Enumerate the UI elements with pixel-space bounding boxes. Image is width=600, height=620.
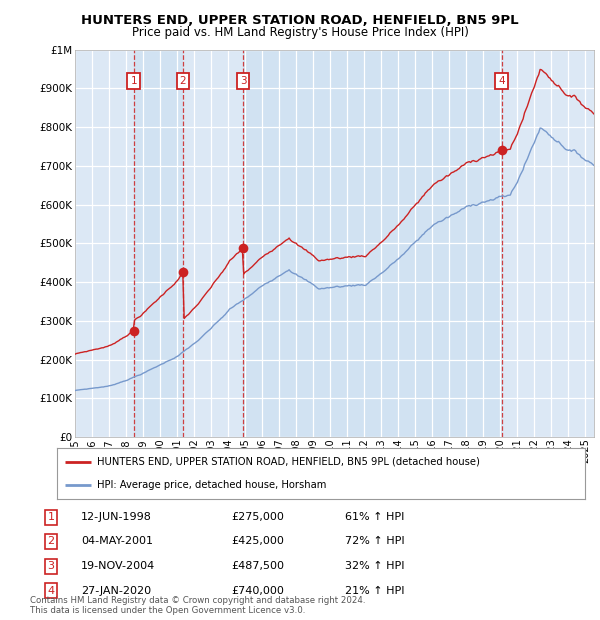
Text: 4: 4 xyxy=(498,76,505,86)
Text: 72% ↑ HPI: 72% ↑ HPI xyxy=(345,536,404,546)
Text: Price paid vs. HM Land Registry's House Price Index (HPI): Price paid vs. HM Land Registry's House … xyxy=(131,26,469,39)
Text: 19-NOV-2004: 19-NOV-2004 xyxy=(81,561,155,571)
Bar xyxy=(134,50,183,437)
Text: 3: 3 xyxy=(47,561,55,571)
Text: Contains HM Land Registry data © Crown copyright and database right 2024.: Contains HM Land Registry data © Crown c… xyxy=(30,596,365,605)
Text: 1: 1 xyxy=(130,76,137,86)
Text: 1: 1 xyxy=(47,512,55,522)
Text: HPI: Average price, detached house, Horsham: HPI: Average price, detached house, Hors… xyxy=(97,480,326,490)
Text: HUNTERS END, UPPER STATION ROAD, HENFIELD, BN5 9PL (detached house): HUNTERS END, UPPER STATION ROAD, HENFIEL… xyxy=(97,457,479,467)
Text: 2: 2 xyxy=(179,76,186,86)
Text: 61% ↑ HPI: 61% ↑ HPI xyxy=(345,512,404,522)
Text: £487,500: £487,500 xyxy=(231,561,284,571)
Text: This data is licensed under the Open Government Licence v3.0.: This data is licensed under the Open Gov… xyxy=(30,606,305,615)
Text: 4: 4 xyxy=(47,586,55,596)
Text: 12-JUN-1998: 12-JUN-1998 xyxy=(81,512,152,522)
Text: £740,000: £740,000 xyxy=(231,586,284,596)
Text: 04-MAY-2001: 04-MAY-2001 xyxy=(81,536,153,546)
Text: 2: 2 xyxy=(47,536,55,546)
Bar xyxy=(243,50,502,437)
Text: 21% ↑ HPI: 21% ↑ HPI xyxy=(345,586,404,596)
Text: HUNTERS END, UPPER STATION ROAD, HENFIELD, BN5 9PL: HUNTERS END, UPPER STATION ROAD, HENFIEL… xyxy=(81,14,519,27)
Text: 3: 3 xyxy=(240,76,247,86)
Text: £275,000: £275,000 xyxy=(231,512,284,522)
Text: £425,000: £425,000 xyxy=(231,536,284,546)
Text: 27-JAN-2020: 27-JAN-2020 xyxy=(81,586,151,596)
Text: 32% ↑ HPI: 32% ↑ HPI xyxy=(345,561,404,571)
